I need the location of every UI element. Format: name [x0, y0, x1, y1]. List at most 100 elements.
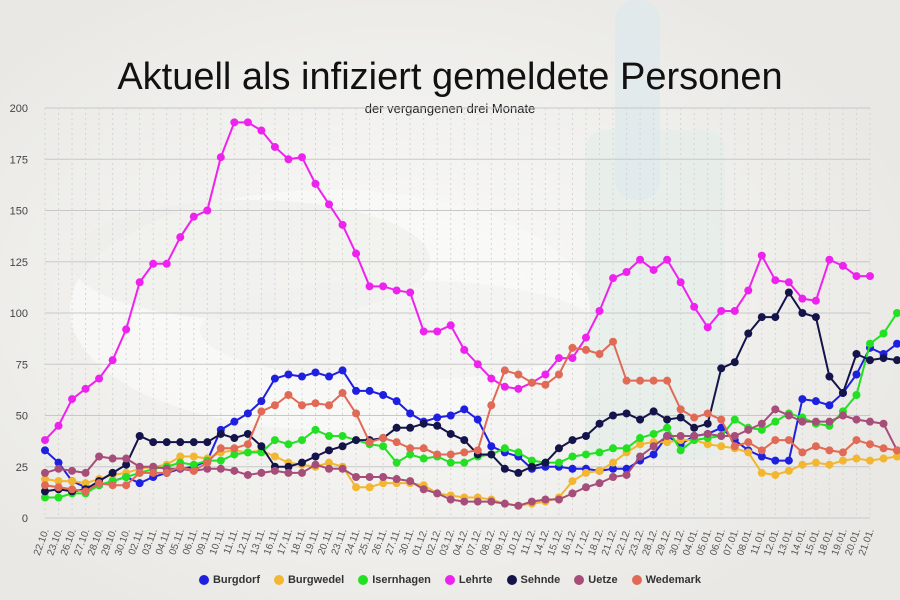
data-point — [636, 415, 645, 424]
y-tick-label: 100 — [10, 308, 28, 320]
data-point — [257, 468, 266, 477]
data-point — [162, 259, 171, 268]
data-point — [352, 409, 361, 418]
data-point — [338, 388, 347, 397]
data-point — [41, 487, 49, 496]
data-point — [257, 126, 266, 135]
data-point — [825, 255, 834, 264]
data-point — [663, 415, 672, 424]
data-point — [41, 446, 49, 455]
data-point — [757, 313, 766, 322]
data-point — [636, 452, 645, 461]
data-point — [487, 450, 496, 459]
data-point — [852, 272, 861, 281]
legend-swatch — [506, 575, 517, 585]
data-point — [852, 370, 861, 379]
data-point — [690, 432, 699, 440]
data-point — [487, 442, 496, 451]
data-point — [379, 473, 388, 481]
series-lines — [41, 118, 900, 510]
legend-item-burgdorf[interactable]: Burgdorf — [198, 574, 260, 586]
data-point — [798, 395, 807, 404]
data-point — [649, 376, 658, 385]
data-point — [757, 446, 766, 455]
data-point — [162, 438, 171, 447]
data-point — [663, 432, 672, 440]
data-point — [352, 483, 361, 492]
data-point — [257, 397, 266, 406]
data-point — [108, 454, 117, 463]
legend-label: Wedemark — [645, 574, 702, 586]
data-point — [811, 296, 820, 305]
data-point — [581, 333, 590, 342]
y-tick-label: 25 — [16, 462, 28, 474]
data-point — [149, 462, 158, 471]
data-point — [243, 448, 252, 457]
data-point — [325, 432, 334, 440]
data-point — [581, 483, 590, 492]
data-point — [866, 272, 874, 281]
data-point — [392, 475, 401, 484]
data-point — [473, 415, 482, 424]
data-point — [541, 458, 550, 467]
data-point — [527, 462, 536, 471]
data-point — [176, 233, 185, 242]
data-point — [866, 339, 874, 348]
data-point — [568, 343, 577, 352]
data-point — [392, 458, 401, 467]
data-point — [473, 446, 482, 455]
data-point — [676, 446, 685, 455]
legend-item-wedemark[interactable]: Wedemark — [631, 574, 702, 586]
legend-item-sehnde[interactable]: Sehnde — [506, 574, 560, 586]
data-point — [514, 448, 523, 457]
data-point — [284, 440, 293, 449]
data-point — [203, 464, 212, 473]
data-point — [392, 423, 401, 432]
data-point — [54, 477, 63, 486]
data-point — [54, 464, 63, 473]
data-point — [297, 436, 306, 445]
data-point — [757, 251, 766, 260]
series-isernhagen — [41, 309, 900, 502]
data-point — [866, 417, 874, 426]
legend-item-burgwedel[interactable]: Burgwedel — [273, 574, 344, 586]
data-point — [230, 450, 239, 459]
data-point — [243, 440, 252, 449]
legend-item-uetze[interactable]: Uetze — [574, 574, 618, 586]
data-point — [663, 438, 672, 447]
data-point — [352, 386, 361, 395]
data-point — [500, 499, 509, 508]
data-point — [527, 456, 536, 465]
data-point — [595, 350, 604, 358]
data-point — [406, 409, 415, 418]
data-point — [703, 409, 712, 418]
data-point — [852, 391, 861, 399]
data-point — [838, 448, 847, 457]
data-point — [811, 397, 820, 406]
data-point — [771, 313, 780, 322]
series-sehnde — [41, 288, 900, 496]
data-point — [419, 454, 428, 463]
data-point — [270, 401, 279, 410]
data-point — [609, 274, 618, 283]
legend-label: Lehrte — [458, 574, 493, 586]
data-point — [95, 374, 104, 383]
data-point — [581, 432, 590, 440]
data-point — [690, 302, 699, 311]
legend-item-isernhagen[interactable]: Isernhagen — [358, 574, 431, 586]
data-point — [176, 462, 185, 471]
data-point — [730, 358, 739, 367]
data-point — [717, 364, 726, 373]
data-point — [744, 438, 753, 447]
data-point — [392, 438, 401, 447]
data-point — [798, 417, 807, 426]
data-point — [609, 337, 618, 346]
y-axis: 0 25 50 75 100 125 150 175 200 — [10, 103, 28, 525]
data-point — [757, 468, 766, 477]
data-point — [311, 399, 320, 408]
data-point — [419, 444, 428, 453]
legend-item-lehrte[interactable]: Lehrte — [444, 574, 493, 586]
data-point — [852, 350, 861, 358]
data-point — [135, 468, 144, 477]
y-tick-label: 150 — [10, 206, 28, 218]
